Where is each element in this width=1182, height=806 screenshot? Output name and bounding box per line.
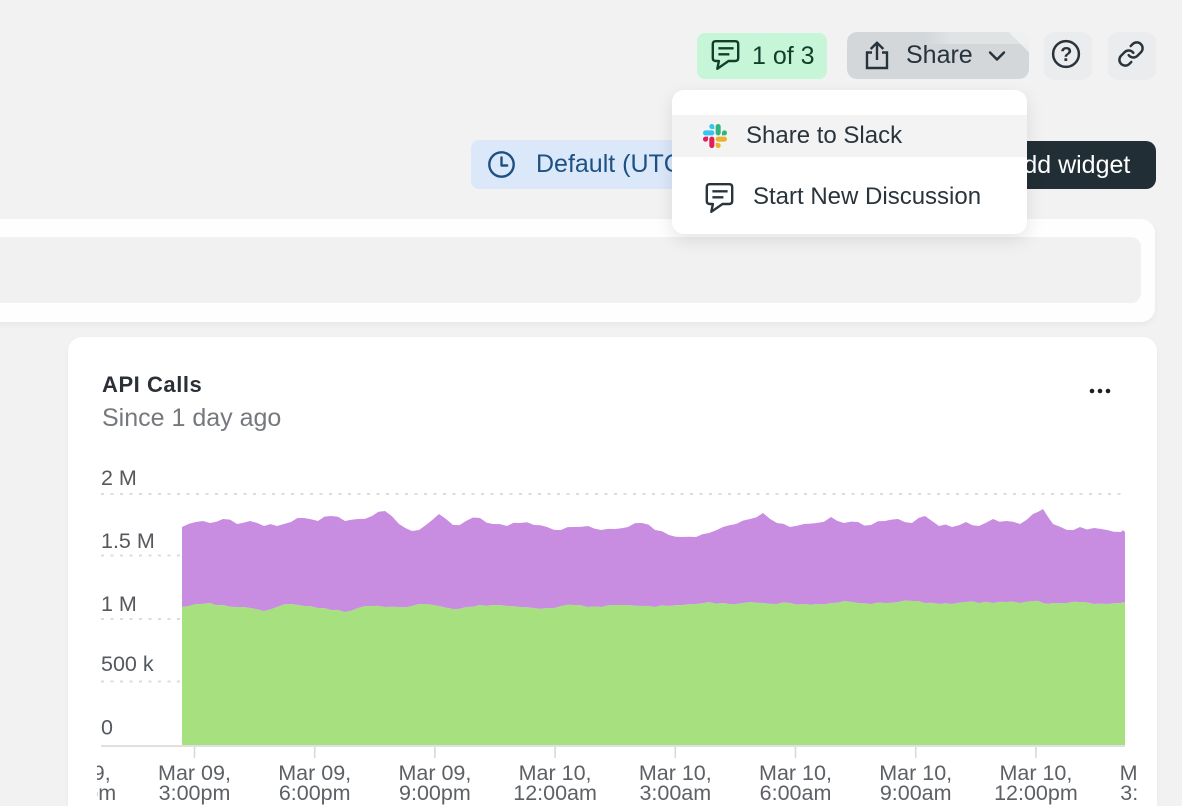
svg-text:Mar 10,: Mar 10, — [519, 761, 592, 785]
svg-text:Mar 10,: Mar 10, — [999, 761, 1072, 785]
svg-text:0: 0 — [101, 716, 113, 740]
svg-text:Mar 10,: Mar 10, — [639, 761, 712, 785]
svg-text:6:00am: 6:00am — [760, 781, 832, 805]
svg-text:Mar 09,: Mar 09, — [398, 761, 471, 785]
svg-text:Mar 10,: Mar 10, — [1120, 761, 1157, 785]
svg-text:6:00pm: 6:00pm — [279, 781, 351, 805]
svg-text:Mar 09,: Mar 09, — [68, 761, 111, 785]
svg-text:Mar 09,: Mar 09, — [278, 761, 351, 785]
svg-text:Mar 10,: Mar 10, — [879, 761, 952, 785]
svg-text:12:00pm: 12:00pm — [68, 781, 116, 805]
svg-text:2 M: 2 M — [101, 466, 137, 490]
svg-text:1 M: 1 M — [101, 592, 137, 616]
svg-text:9:00pm: 9:00pm — [399, 781, 471, 805]
svg-text:Mar 09,: Mar 09, — [158, 761, 231, 785]
svg-text:?: ? — [1060, 44, 1072, 66]
svg-text:3:00pm: 3:00pm — [159, 781, 231, 805]
svg-text:1.5 M: 1.5 M — [101, 529, 155, 553]
svg-text:500 k: 500 k — [101, 652, 154, 676]
svg-text:12:00pm: 12:00pm — [994, 781, 1078, 805]
svg-text:12:00am: 12:00am — [513, 781, 597, 805]
svg-text:3:00am: 3:00am — [639, 781, 711, 805]
svg-text:3:00pm: 3:00pm — [1120, 781, 1157, 805]
svg-text:9:00am: 9:00am — [880, 781, 952, 805]
svg-text:Mar 10,: Mar 10, — [759, 761, 832, 785]
